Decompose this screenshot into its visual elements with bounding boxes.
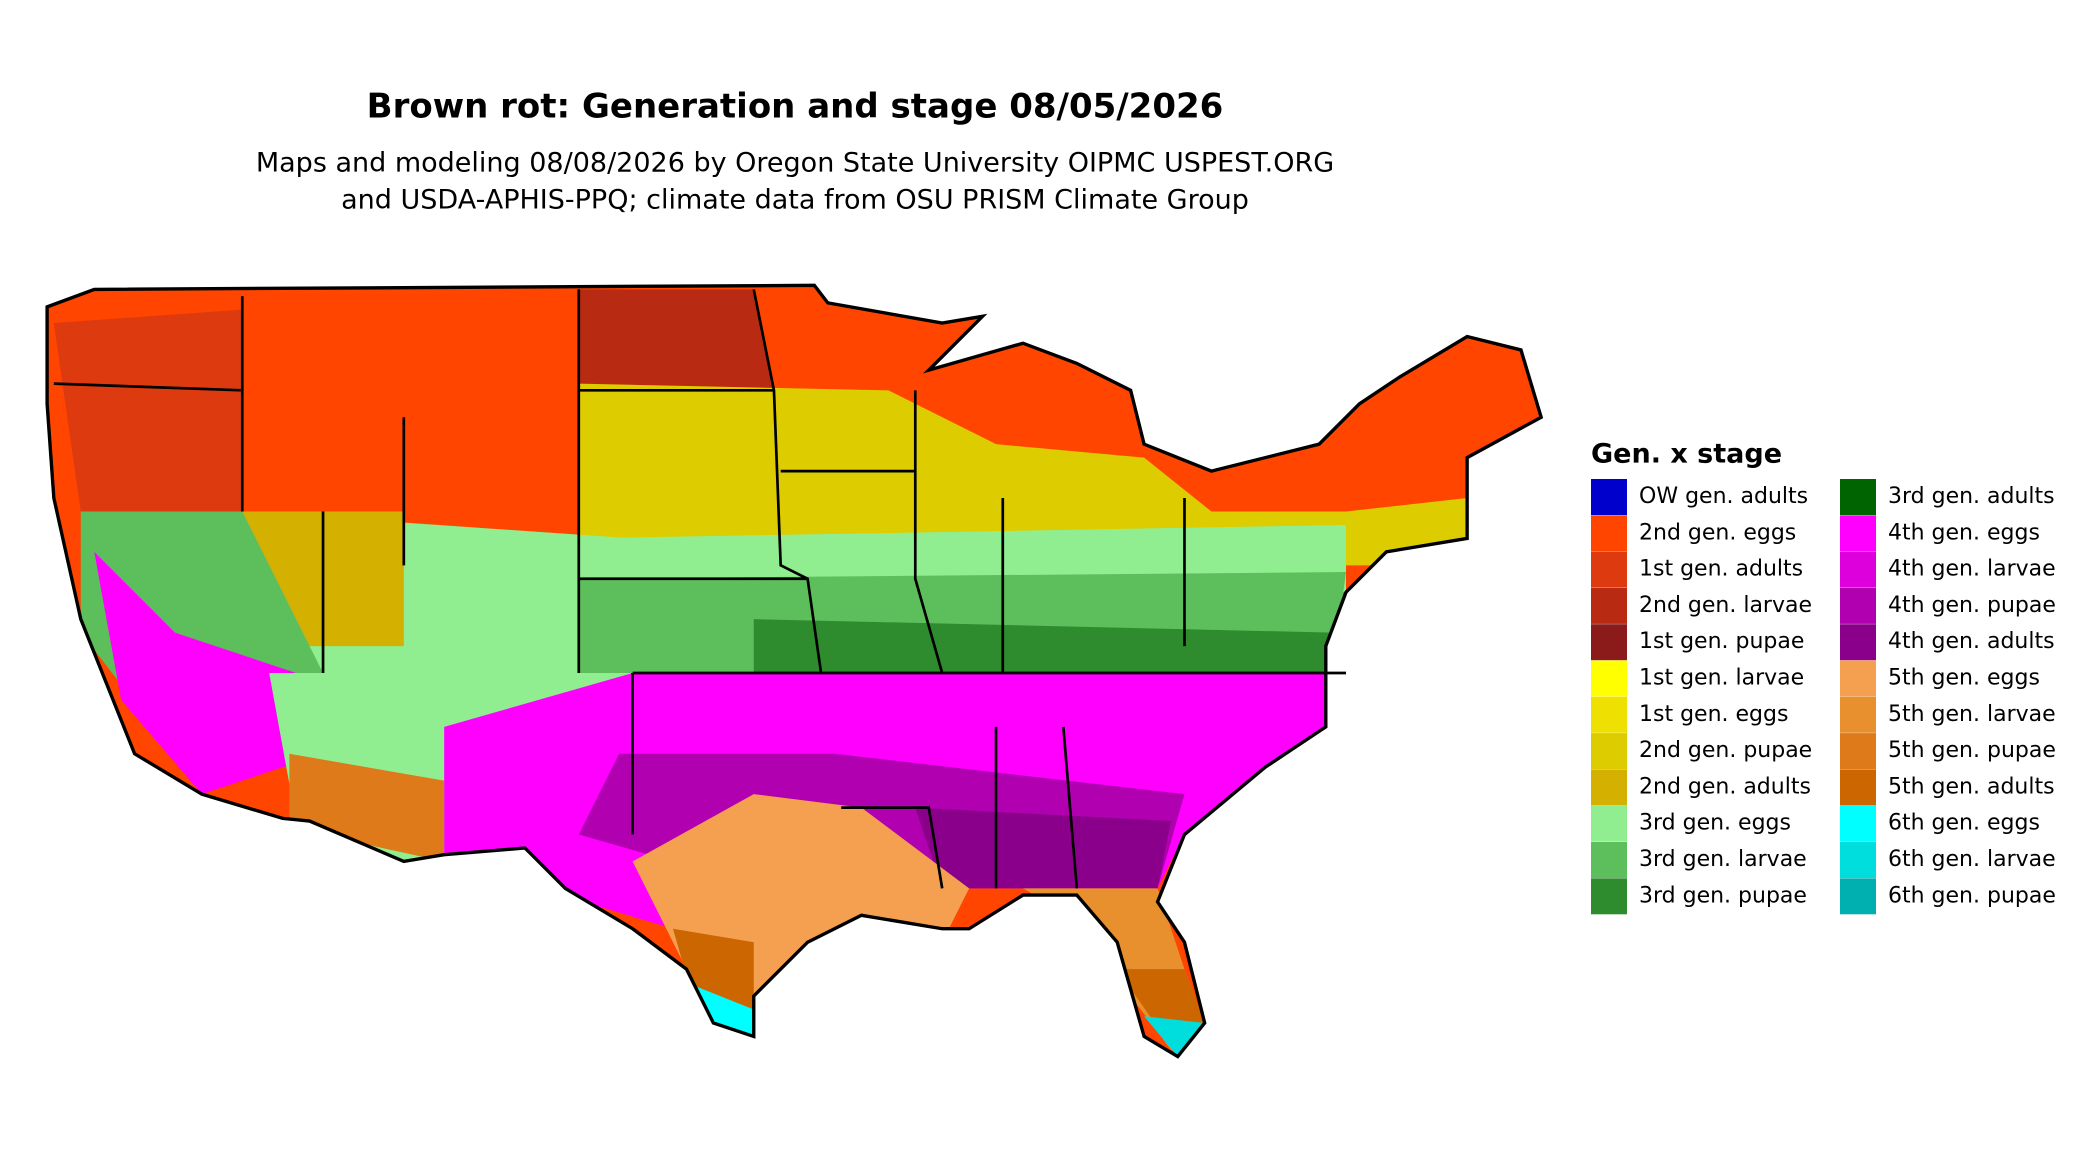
map-subtitle: Maps and modeling 08/08/2026 by Oregon S… (256, 148, 1334, 179)
legend-label: 4th gen. pupae (1888, 593, 2056, 618)
legend-swatch (1591, 551, 1627, 588)
legend-label: 5th gen. eggs (1888, 666, 2040, 691)
legend-swatch (1840, 515, 1876, 552)
legend-swatch (1591, 878, 1627, 915)
legend-swatch (1591, 842, 1627, 878)
legend-swatch (1840, 805, 1876, 842)
legend-label: 1st gen. eggs (1639, 702, 1788, 727)
legend-label: 6th gen. eggs (1888, 811, 2040, 836)
state-borders (53, 289, 1346, 889)
legend-title: Gen. x stage (1591, 439, 1782, 470)
legend-label: 4th gen. eggs (1888, 520, 2040, 545)
legend-swatch (1840, 587, 1876, 624)
legend-label: 1st gen. adults (1639, 557, 1803, 582)
legend-swatch (1840, 624, 1876, 661)
legend-label: 3rd gen. eggs (1639, 811, 1791, 836)
legend-swatch (1591, 660, 1627, 697)
legend-label: 6th gen. pupae (1888, 883, 2056, 908)
legend-swatch (1840, 842, 1876, 878)
legend-swatch (1591, 733, 1627, 770)
legend-label: 2nd gen. adults (1639, 774, 1811, 799)
legend-swatch (1840, 696, 1876, 733)
legend-label: 3rd gen. pupae (1639, 883, 1807, 908)
legend: OW gen. adults 2nd gen. eggs 1st gen. adul… (1591, 479, 2056, 915)
legend-swatch (1591, 515, 1627, 552)
legend-swatch (1591, 696, 1627, 733)
legend-label: 2nd gen. pupae (1639, 738, 1812, 763)
legend-label: 3rd gen. adults (1888, 484, 2055, 509)
legend-swatch (1840, 878, 1876, 915)
legend-swatch (1840, 733, 1876, 770)
map-title: Brown rot: Generation and stage 08/05/20… (367, 87, 1224, 127)
legend-swatch (1591, 479, 1627, 515)
legend-label: 6th gen. larvae (1888, 847, 2056, 872)
legend-label: 4th gen. adults (1888, 629, 2055, 654)
legend-swatch (1591, 587, 1627, 624)
legend-label: 3rd gen. larvae (1639, 847, 1807, 872)
legend-swatch (1591, 805, 1627, 842)
legend-label: 1st gen. pupae (1639, 629, 1804, 654)
legend-label: OW gen. adults (1639, 484, 1808, 509)
legend-swatch (1840, 551, 1876, 588)
legend-label: 5th gen. larvae (1888, 702, 2056, 727)
legend-swatch (1591, 624, 1627, 661)
legend-swatch (1591, 769, 1627, 806)
legend-swatch (1840, 479, 1876, 515)
legend-label: 2nd gen. larvae (1639, 593, 1812, 618)
legend-label: 1st gen. larvae (1639, 666, 1804, 691)
legend-label: 5th gen. adults (1888, 774, 2055, 799)
legend-label: 4th gen. larvae (1888, 557, 2056, 582)
legend-swatch (1840, 660, 1876, 697)
map-subtitle: and USDA-APHIS-PPQ; climate data from OS… (341, 185, 1249, 216)
legend-label: 2nd gen. eggs (1639, 520, 1796, 545)
legend-swatch (1840, 769, 1876, 806)
legend-label: 5th gen. pupae (1888, 738, 2056, 763)
